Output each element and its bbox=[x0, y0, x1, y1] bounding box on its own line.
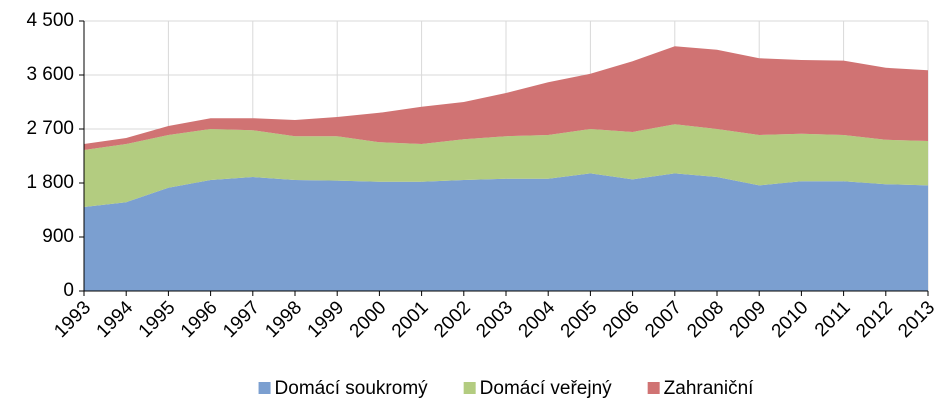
legend-swatch bbox=[647, 382, 660, 394]
x-tick-label: 2013 bbox=[894, 297, 934, 342]
x-tick-label: 2012 bbox=[852, 297, 897, 342]
x-tick-label: 2008 bbox=[683, 297, 728, 342]
x-tick-label: 1996 bbox=[177, 297, 222, 342]
y-tick-label: 900 bbox=[42, 226, 74, 247]
x-tick-label: 1997 bbox=[219, 297, 264, 342]
x-tick-label: 2006 bbox=[599, 297, 644, 342]
legend-label: Domácí veřejný bbox=[480, 378, 612, 399]
x-tick-label: 2011 bbox=[811, 297, 855, 341]
legend-label: Domácí soukromý bbox=[275, 378, 429, 399]
x-tick-label: 1994 bbox=[93, 297, 138, 342]
x-tick-label: 2004 bbox=[515, 297, 560, 342]
area bbox=[84, 46, 928, 151]
x-tick-label: 2005 bbox=[557, 297, 602, 342]
legend-swatch bbox=[463, 382, 476, 394]
legend: Domácí soukromý Domácí veřejný Zahraniční bbox=[258, 378, 754, 399]
x-tick-label: 2003 bbox=[472, 297, 517, 342]
area bbox=[84, 173, 928, 291]
x-tick-label: 1998 bbox=[261, 297, 306, 342]
legend-label: Zahraniční bbox=[664, 378, 754, 399]
legend-swatch bbox=[258, 382, 271, 394]
x-tick-label: 2002 bbox=[430, 297, 475, 342]
x-tick-label: 2000 bbox=[346, 297, 391, 342]
y-tick-label: 3 600 bbox=[26, 64, 74, 85]
x-tick-label: 2009 bbox=[726, 297, 771, 342]
x-tick-label: 2001 bbox=[388, 297, 433, 342]
y-tick-label: 4 500 bbox=[26, 10, 74, 31]
x-tick-label: 1999 bbox=[304, 297, 349, 342]
x-tick-label: 1993 bbox=[50, 297, 95, 342]
x-tick-label: 2007 bbox=[641, 297, 686, 342]
y-tick-label: 1 800 bbox=[26, 172, 74, 193]
y-tick-label: 2 700 bbox=[26, 118, 74, 139]
area bbox=[84, 124, 928, 207]
y-tick-label: 0 bbox=[63, 280, 74, 301]
x-tick-label: 1995 bbox=[135, 297, 180, 342]
x-tick-label: 2010 bbox=[768, 297, 813, 342]
